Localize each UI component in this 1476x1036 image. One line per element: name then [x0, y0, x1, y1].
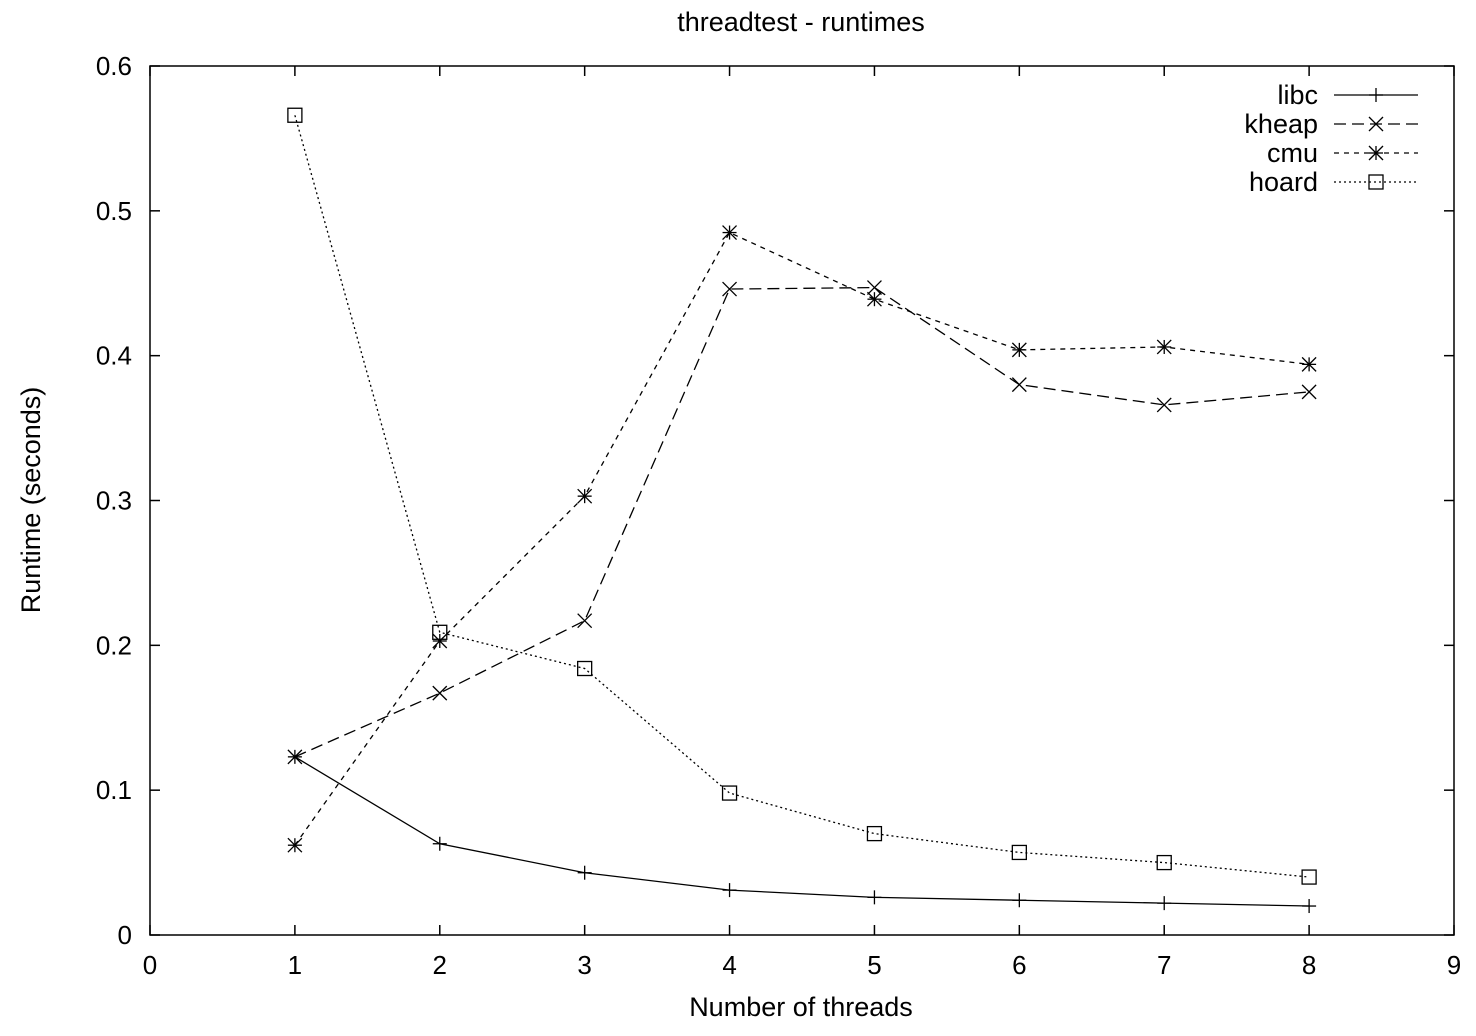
point-kheap-8: [1301, 384, 1317, 400]
x-axis-label: Number of threads: [689, 992, 913, 1022]
x-tick-label-3: 3: [577, 950, 591, 980]
series-line-kheap: [294, 286, 1310, 758]
y-tick-label-5: 0.5: [96, 196, 132, 226]
point-kheap-6: [1011, 377, 1027, 393]
legend-entry-cmu: cmu: [1267, 138, 1418, 168]
series-line-hoard: [294, 115, 1310, 878]
point-hoard-8: [1301, 869, 1317, 885]
legend-entry-libc: libc: [1277, 80, 1418, 110]
series-kheap: [287, 280, 1317, 765]
y-tick-label-1: 0.1: [96, 775, 132, 805]
point-libc-3: [577, 865, 592, 880]
point-libc-6: [1012, 893, 1027, 908]
point-kheap-7: [1156, 397, 1172, 413]
legend-entry-hoard: hoard: [1249, 167, 1418, 197]
legend-label-libc: libc: [1277, 80, 1318, 110]
y-axis-label: Runtime (seconds): [16, 387, 46, 614]
y-tick-labels: 0 0.1 0.2 0.3 0.4 0.5 0.6: [96, 51, 132, 950]
legend-marker-hoard: [1368, 174, 1384, 190]
legend-marker-kheap: [1368, 116, 1384, 132]
y-tick-label-3: 0.3: [96, 486, 132, 516]
series-layer: [287, 107, 1317, 914]
point-hoard-7: [1156, 854, 1172, 871]
legend-label-hoard: hoard: [1249, 167, 1318, 197]
legend-marker-libc: [1369, 88, 1383, 102]
point-cmu-3: [577, 488, 593, 504]
point-cmu-6: [1011, 342, 1027, 358]
point-kheap-1: [287, 749, 303, 765]
point-cmu-4: [722, 225, 738, 241]
point-hoard-4: [721, 785, 738, 801]
point-hoard-6: [1011, 844, 1027, 861]
y-tick-label-2: 0.2: [96, 630, 132, 660]
x-tick-label-1: 1: [288, 950, 302, 980]
y-tick-label-6: 0.6: [96, 51, 132, 81]
point-kheap-2: [432, 685, 448, 701]
point-hoard-5: [866, 825, 883, 842]
x-tick-label-8: 8: [1302, 950, 1316, 980]
point-libc-2: [432, 836, 447, 851]
x-tick-labels: 0 1 2 3 4 5 6 7 8 9: [143, 950, 1461, 980]
point-cmu-5: [866, 291, 882, 307]
point-hoard-2: [432, 624, 448, 640]
point-libc-8: [1302, 899, 1317, 914]
point-kheap-3: [577, 613, 593, 629]
legend-label-kheap: kheap: [1244, 109, 1318, 139]
x-tick-label-9: 9: [1447, 950, 1461, 980]
point-kheap-5: [866, 280, 882, 296]
x-tick-label-2: 2: [433, 950, 447, 980]
series-hoard: [287, 107, 1317, 885]
point-libc-5: [867, 890, 882, 905]
point-cmu-8: [1301, 356, 1317, 372]
point-kheap-4: [722, 281, 738, 297]
series-line-cmu: [294, 231, 1310, 846]
point-libc-4: [722, 883, 737, 898]
x-tick-label-7: 7: [1157, 950, 1171, 980]
legend-label-cmu: cmu: [1267, 138, 1318, 168]
point-hoard-3: [577, 660, 593, 677]
point-cmu-2: [432, 633, 448, 649]
point-cmu-1: [287, 837, 303, 853]
legend-marker-cmu: [1368, 145, 1384, 161]
tick-marks: [149, 65, 1455, 936]
x-tick-label-0: 0: [143, 950, 157, 980]
point-hoard-1: [287, 107, 303, 123]
y-tick-label-0: 0: [118, 920, 132, 950]
series-libc: [287, 749, 1317, 914]
x-tick-label-6: 6: [1012, 950, 1026, 980]
series-line-libc: [294, 756, 1310, 907]
x-tick-label-5: 5: [867, 950, 881, 980]
legend-entry-kheap: kheap: [1244, 109, 1418, 139]
series-cmu: [287, 225, 1317, 853]
point-cmu-7: [1156, 339, 1172, 355]
y-tick-label-4: 0.4: [96, 341, 132, 371]
point-libc-7: [1157, 896, 1172, 911]
chart-title: threadtest - runtimes: [677, 7, 925, 37]
x-tick-label-4: 4: [722, 950, 736, 980]
